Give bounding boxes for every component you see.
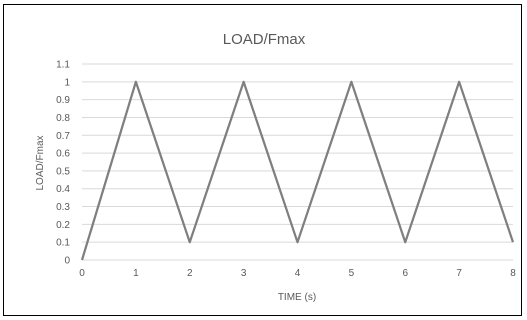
y-axis-ticks: 0 0.1 0.2 0.3 0.4 0.5 0.6 0.7 0.8 0.9 1 1.1 [56, 60, 70, 267]
x-tick-label: 8 [510, 268, 516, 279]
y-tick-label: 0.4 [56, 184, 70, 195]
chart-title: LOAD/Fmax [223, 31, 306, 48]
y-tick-label: 0.9 [56, 95, 70, 106]
x-axis-ticks: 0 1 2 3 4 5 6 7 8 [79, 268, 516, 279]
x-tick-label: 0 [79, 268, 85, 279]
y-tick-label: 0.2 [56, 220, 70, 231]
y-tick-label: 0.3 [56, 202, 70, 213]
y-tick-label: 0.6 [56, 149, 70, 160]
y-tick-label: 0.8 [56, 113, 70, 124]
x-tick-label: 2 [187, 268, 193, 279]
x-tick-label: 1 [133, 268, 139, 279]
x-tick-label: 7 [456, 268, 462, 279]
grid-lines [82, 64, 513, 242]
y-tick-label: 1.1 [56, 60, 70, 71]
x-tick-label: 6 [402, 268, 408, 279]
x-axis-label: TIME (s) [278, 292, 316, 303]
x-tick-label: 4 [295, 268, 301, 279]
y-tick-label: 0.5 [56, 166, 70, 177]
x-tick-label: 3 [241, 268, 247, 279]
y-axis-label: LOAD/Fmax [35, 135, 46, 190]
y-tick-label: 1 [64, 77, 70, 88]
y-tick-label: 0 [64, 256, 70, 267]
y-tick-label: 0.1 [56, 238, 70, 249]
y-tick-label: 0.7 [56, 131, 70, 142]
x-tick-label: 5 [349, 268, 355, 279]
